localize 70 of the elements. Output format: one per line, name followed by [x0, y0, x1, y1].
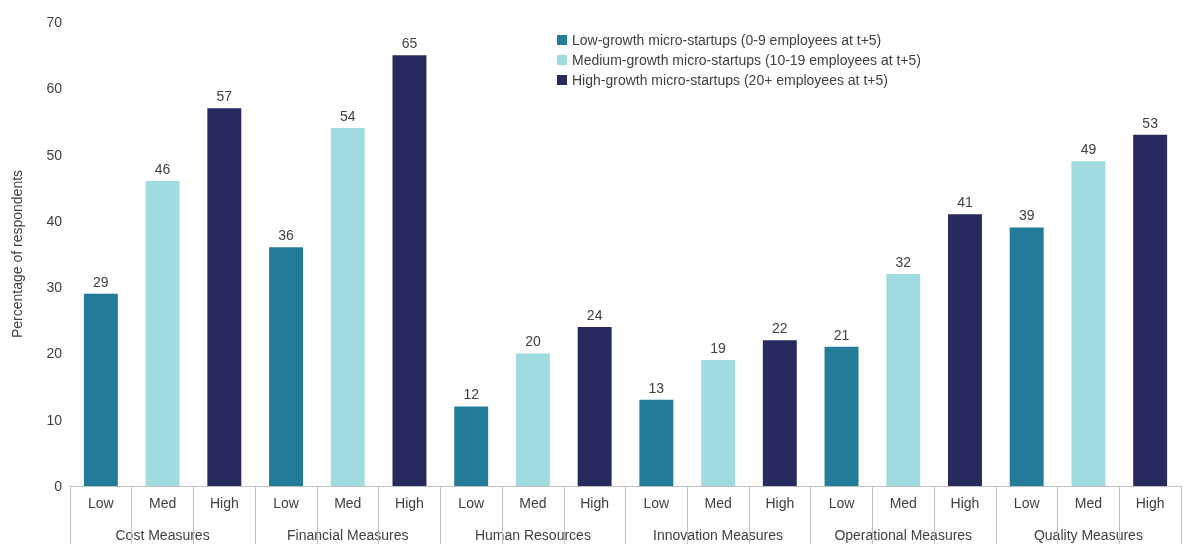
- bar: [701, 360, 736, 486]
- data-label: 22: [772, 320, 788, 337]
- x-tick-label: High: [950, 495, 980, 511]
- bar: [454, 406, 489, 486]
- y-tick-label: 70: [46, 14, 63, 30]
- bar: [515, 353, 550, 486]
- x-tick-label: Med: [889, 495, 917, 511]
- legend-label: High-growth micro-startups (20+ employees at t+5): [572, 72, 888, 88]
- y-tick-label: 50: [46, 146, 63, 163]
- data-label: 29: [93, 273, 109, 290]
- data-label: 39: [1018, 207, 1035, 224]
- data-label: 12: [463, 386, 480, 403]
- bar: [824, 346, 859, 486]
- data-label: 57: [216, 88, 233, 105]
- x-tick-label: High: [765, 495, 795, 511]
- x-tick-label: Low: [273, 495, 300, 511]
- y-axis-title: Percentage of respondents: [9, 169, 25, 339]
- data-label: 36: [278, 227, 295, 244]
- data-label: 53: [1142, 114, 1159, 131]
- bar: [269, 247, 303, 486]
- data-label: 19: [710, 340, 727, 357]
- x-tick-label: Med: [519, 495, 547, 511]
- bar: [145, 181, 180, 486]
- x-tick-label: High: [580, 495, 610, 511]
- legend-label: Low-growth micro-startups (0-9 employees at t+5): [572, 32, 882, 48]
- y-tick-label: 60: [46, 80, 63, 97]
- bar: [577, 326, 612, 486]
- bar: [762, 340, 797, 486]
- bar: [886, 273, 921, 486]
- data-label: 54: [339, 108, 356, 125]
- bar: [948, 214, 982, 486]
- x-tick-label: Low: [643, 495, 671, 511]
- bar: [392, 55, 427, 486]
- y-tick-label: 40: [46, 212, 63, 229]
- y-tick-label: 20: [46, 345, 63, 362]
- text: Financial Measures: [287, 527, 409, 543]
- legend-label: Medium-growth micro-startups (10-19 employees at t+5): [572, 52, 921, 68]
- x-tick-label: High: [395, 495, 424, 511]
- data-label: 21: [833, 326, 850, 343]
- bar: [1133, 134, 1168, 486]
- text: Quality Measures: [1033, 527, 1143, 543]
- y-tick-label: 0: [54, 478, 63, 494]
- data-label: 24: [586, 306, 603, 323]
- bar: [1009, 227, 1044, 486]
- data-label: 41: [957, 194, 973, 211]
- data-label: 65: [401, 35, 418, 52]
- data-label: 46: [154, 161, 171, 178]
- bar: [330, 128, 365, 486]
- x-tick-label: High: [209, 495, 239, 511]
- x-tick-label: Low: [458, 495, 485, 511]
- x-tick-label: High: [1135, 495, 1165, 511]
- x-tick-label: Low: [88, 495, 115, 511]
- x-tick-label: Low: [1013, 495, 1041, 511]
- text: Innovation Measures: [653, 527, 784, 543]
- bar: [207, 108, 242, 486]
- data-label: 20: [525, 333, 541, 350]
- x-tick-label: Low: [828, 495, 856, 511]
- data-label: 13: [648, 379, 665, 396]
- data-label: 49: [1080, 141, 1097, 158]
- data-label: 32: [895, 253, 912, 270]
- y-tick-label: 30: [46, 279, 63, 296]
- x-tick-label: Med: [704, 495, 732, 511]
- x-tick-label: Med: [148, 495, 177, 511]
- text: Operational Measures: [834, 527, 973, 543]
- x-tick-label: Med: [1074, 495, 1103, 511]
- y-tick-label: 10: [46, 411, 63, 428]
- bar: [1071, 161, 1106, 486]
- x-tick-label: Med: [334, 495, 362, 511]
- bar: [639, 399, 674, 486]
- bar: [83, 293, 118, 486]
